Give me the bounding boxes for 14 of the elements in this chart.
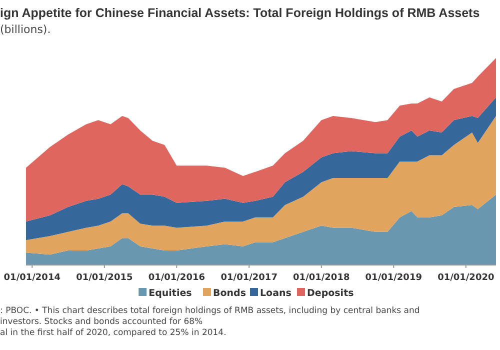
x-tick-label: 01/01/2017 <box>220 273 278 283</box>
text: al in the first half of 2020, compared to 25% in 2014. <box>0 328 226 338</box>
x-tick-label: 01/01/2015 <box>76 273 133 283</box>
legend-label: Loans <box>260 288 292 299</box>
x-tick-label: 01/01/2020 <box>438 273 494 283</box>
x-tick-label: 01/01/2014 <box>4 273 60 283</box>
chart-title: ign Appetite for Chinese Financial Assets: Total Foreign Holdings of RMB Assets <box>0 6 480 20</box>
legend-label: Bonds <box>213 288 246 299</box>
legend-label: Deposits <box>307 288 354 299</box>
x-tick-label: 01/01/2019 <box>365 273 422 283</box>
chart-subtitle: (billions). <box>0 23 51 36</box>
legend-label: Equities <box>148 288 192 299</box>
x-tick-label: 01/01/2018 <box>293 273 350 283</box>
x-tick-label: 01/01/2016 <box>148 273 205 283</box>
